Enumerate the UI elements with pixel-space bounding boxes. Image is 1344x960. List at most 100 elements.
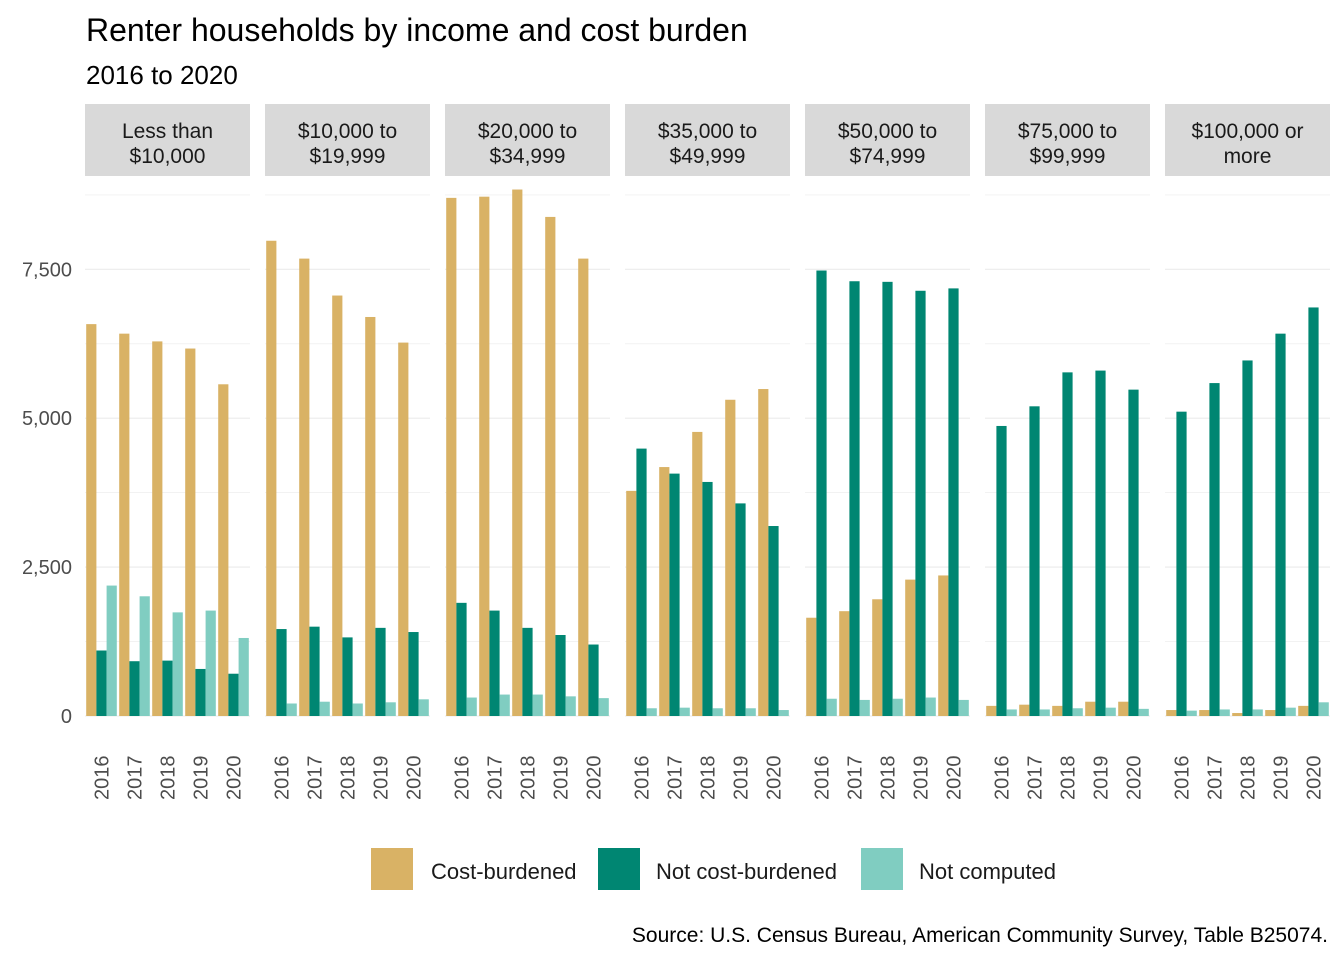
bar-not-cost-burdened-2017 bbox=[669, 473, 680, 716]
bar-not-computed-2018 bbox=[352, 703, 363, 716]
bar-not-computed-2020 bbox=[958, 699, 969, 716]
facet-strip-label: $99,999 bbox=[1030, 145, 1106, 168]
source-caption: Source: U.S. Census Bureau, American Com… bbox=[632, 924, 1328, 947]
facet-strip-label: $35,000 to bbox=[658, 120, 757, 143]
bar-cost-burdened-2016 bbox=[266, 240, 277, 716]
bar-cost-burdened-2020 bbox=[398, 342, 409, 716]
bar-not-cost-burdened-2018 bbox=[522, 627, 533, 716]
bar-cost-burdened-2017 bbox=[299, 258, 310, 716]
chart-subtitle: 2016 to 2020 bbox=[86, 60, 238, 90]
x-tick-label: 2020 bbox=[944, 756, 966, 801]
bar-not-computed-2020 bbox=[418, 699, 429, 716]
bar-not-computed-2017 bbox=[1039, 709, 1050, 716]
bar-not-cost-burdened-2018 bbox=[1242, 360, 1253, 716]
bar-cost-burdened-2016 bbox=[86, 324, 97, 716]
x-tick-label: 2020 bbox=[1124, 756, 1146, 801]
bar-cost-burdened-2018 bbox=[872, 599, 883, 716]
bar-cost-burdened-2018 bbox=[152, 341, 163, 716]
facet-strip-label: $20,000 to bbox=[478, 120, 577, 143]
bar-cost-burdened-2019 bbox=[905, 579, 916, 716]
bar-not-cost-burdened-2016 bbox=[996, 425, 1007, 716]
x-tick-label: 2018 bbox=[338, 756, 360, 801]
bar-not-computed-2016 bbox=[1006, 709, 1017, 716]
bar-not-computed-2019 bbox=[205, 610, 216, 716]
bar-not-cost-burdened-2017 bbox=[1209, 383, 1220, 716]
x-tick-label: 2019 bbox=[1091, 756, 1113, 801]
bar-not-computed-2016 bbox=[466, 697, 477, 716]
x-tick-label: 2017 bbox=[125, 756, 147, 801]
facet-strip-2 bbox=[265, 104, 430, 176]
bar-cost-burdened-2016 bbox=[446, 197, 457, 716]
chart-title: Renter households by income and cost bur… bbox=[86, 12, 748, 48]
bar-not-cost-burdened-2017 bbox=[849, 281, 860, 716]
bar-not-computed-2016 bbox=[826, 698, 837, 716]
x-tick-label: 2020 bbox=[224, 756, 246, 801]
x-tick-label: 2019 bbox=[551, 756, 573, 801]
y-tick-label: 0 bbox=[61, 706, 72, 728]
facet-strip-label: $49,999 bbox=[670, 145, 746, 168]
legend-swatch-not-cost-burdened bbox=[598, 848, 640, 890]
facet-strip-7 bbox=[1165, 104, 1330, 176]
bar-not-computed-2019 bbox=[745, 708, 756, 716]
legend-swatch-cost-burdened bbox=[371, 848, 413, 890]
x-tick-label: 2018 bbox=[698, 756, 720, 801]
x-tick-label: 2019 bbox=[1271, 756, 1293, 801]
bar-not-cost-burdened-2016 bbox=[96, 650, 107, 716]
x-tick-label: 2020 bbox=[584, 756, 606, 801]
facet-strip-6 bbox=[985, 104, 1150, 176]
facet-strip-3 bbox=[445, 104, 610, 176]
bar-cost-burdened-2018 bbox=[1052, 705, 1063, 716]
facet-strip-label: $19,999 bbox=[310, 145, 386, 168]
bar-not-computed-2020 bbox=[778, 710, 789, 716]
x-tick-label: 2017 bbox=[665, 756, 687, 801]
bar-not-cost-burdened-2018 bbox=[882, 281, 893, 716]
bar-cost-burdened-2020 bbox=[1118, 701, 1129, 716]
x-tick-label: 2016 bbox=[632, 756, 654, 801]
bar-not-computed-2019 bbox=[385, 702, 396, 716]
legend-label: Not computed bbox=[919, 859, 1056, 884]
bar-not-computed-2017 bbox=[679, 707, 690, 716]
bar-cost-burdened-2020 bbox=[218, 384, 229, 716]
legend-swatch-not-computed bbox=[861, 848, 903, 890]
x-tick-label: 2016 bbox=[992, 756, 1014, 801]
facet-strip-label: $75,000 to bbox=[1018, 120, 1117, 143]
x-tick-label: 2019 bbox=[191, 756, 213, 801]
bar-cost-burdened-2018 bbox=[332, 295, 343, 716]
x-tick-label: 2019 bbox=[731, 756, 753, 801]
bar-not-computed-2020 bbox=[1318, 702, 1329, 716]
y-axis: 0 2,500 5,000 7,500 bbox=[22, 259, 72, 728]
bar-not-cost-burdened-2019 bbox=[915, 290, 926, 716]
bar-not-cost-burdened-2020 bbox=[768, 526, 779, 716]
bar-not-cost-burdened-2016 bbox=[1176, 411, 1187, 716]
bar-not-computed-2017 bbox=[139, 596, 150, 716]
bar-not-cost-burdened-2019 bbox=[195, 668, 206, 716]
bar-not-cost-burdened-2019 bbox=[1275, 333, 1286, 716]
bar-cost-burdened-2016 bbox=[806, 617, 817, 716]
bar-cost-burdened-2018 bbox=[692, 431, 703, 716]
bar-not-cost-burdened-2020 bbox=[948, 288, 959, 716]
x-tick-label: 2019 bbox=[911, 756, 933, 801]
bar-not-computed-2018 bbox=[1072, 708, 1083, 716]
x-tick-label: 2016 bbox=[92, 756, 114, 801]
bar-cost-burdened-2020 bbox=[938, 575, 949, 716]
bar-cost-burdened-2019 bbox=[365, 316, 376, 716]
facet-strip-1 bbox=[85, 104, 250, 176]
bar-not-computed-2016 bbox=[1186, 710, 1197, 716]
bar-cost-burdened-2016 bbox=[626, 490, 637, 716]
bar-not-cost-burdened-2020 bbox=[408, 632, 419, 716]
y-tick-label: 5,000 bbox=[22, 408, 72, 430]
bar-not-computed-2018 bbox=[532, 694, 543, 716]
bar-not-computed-2018 bbox=[1252, 709, 1263, 716]
bar-not-cost-burdened-2017 bbox=[309, 626, 320, 716]
bar-not-computed-2020 bbox=[598, 698, 609, 716]
bar-not-computed-2016 bbox=[646, 708, 657, 716]
x-tick-label: 2017 bbox=[305, 756, 327, 801]
bar-cost-burdened-2018 bbox=[1232, 713, 1243, 716]
bar-not-cost-burdened-2020 bbox=[228, 673, 239, 716]
bar-cost-burdened-2020 bbox=[578, 258, 589, 716]
facet-strip-label: $50,000 to bbox=[838, 120, 937, 143]
bar-not-computed-2018 bbox=[892, 698, 903, 716]
x-axis: 2016 2017 2018 2019 2020 2016 2017 2018 2019 2020… bbox=[92, 756, 1326, 801]
bar-cost-burdened-2016 bbox=[1166, 710, 1177, 716]
